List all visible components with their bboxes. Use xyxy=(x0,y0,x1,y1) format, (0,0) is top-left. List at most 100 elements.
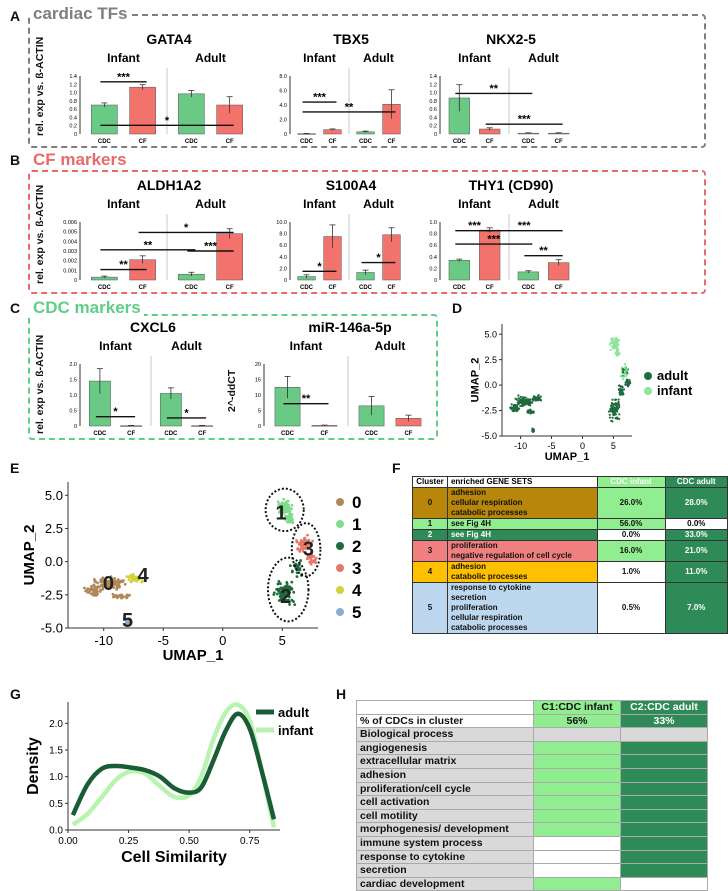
data-point xyxy=(296,547,300,551)
x-tick-label: -5 xyxy=(548,441,556,451)
data-point xyxy=(129,575,133,579)
gene-set-cell: adhesion xyxy=(446,561,598,572)
cdc-adult-cell: 33.0% xyxy=(664,529,728,541)
table-header-cell: enriched GENE SETS xyxy=(446,476,598,488)
data-point xyxy=(115,587,119,591)
data-point xyxy=(539,395,542,398)
significance-label: *** xyxy=(204,241,218,253)
bar xyxy=(448,260,470,281)
table-row: response to cytokine xyxy=(356,849,708,865)
table-header-row: C1:CDC infant C2:CDC adult xyxy=(356,700,708,715)
yaxis-label-a: rel. exp vs. ß-ACTIN xyxy=(34,36,46,136)
y-tick-label: 0.4 xyxy=(69,115,77,121)
legend-marker xyxy=(336,498,344,506)
pct-value-cell: 33% xyxy=(620,713,708,729)
data-point xyxy=(118,579,122,583)
cluster-number-label: 3 xyxy=(303,538,314,560)
data-point xyxy=(614,341,617,345)
legend-label: adult xyxy=(657,368,689,383)
data-point xyxy=(112,586,116,590)
cdc-infant-cell: 0.5% xyxy=(596,582,666,634)
bar-chart-thy1: THY1 (CD90) Infant Adult 0 0.2 0.4 0.6 0.8 1.0 CD… xyxy=(412,176,582,294)
x-tick-label: CF xyxy=(486,285,494,291)
table-row: cardiac development xyxy=(356,876,708,891)
legend-label: 3 xyxy=(352,559,361,578)
significance-label: *** xyxy=(117,71,131,83)
process-adult-cell xyxy=(620,876,708,891)
process-label-cell: angiogenesis xyxy=(356,740,534,756)
panel-label-a: A xyxy=(10,8,21,24)
significance-label: ** xyxy=(539,245,548,257)
process-infant-cell xyxy=(533,822,621,837)
x-tick-label: CDC xyxy=(185,285,199,291)
data-point xyxy=(531,398,534,401)
data-point xyxy=(276,505,280,509)
y-tick-label: 0.6 xyxy=(429,107,437,113)
x-tick-label: 0.00 xyxy=(58,836,78,847)
data-point xyxy=(628,378,631,382)
significance-label: ** xyxy=(345,101,354,113)
bar-chart-svg: CXCL6 Infant Adult 0 0.5 1.0 1.5 2.0 CDC CF CDC CF *… xyxy=(69,319,214,437)
y-tick-label: 0 xyxy=(284,132,287,138)
legend-marker xyxy=(336,586,344,594)
x-tick-label: CDC xyxy=(359,139,373,145)
y-tick-label: 0.6 xyxy=(429,243,437,249)
table-row: 1 see Fig 4H 56.0% 0.0% xyxy=(412,518,728,530)
significance-label: ** xyxy=(144,239,153,251)
table-row: morphogenesis/ development xyxy=(356,822,708,837)
data-point xyxy=(519,404,522,408)
data-point xyxy=(123,617,127,621)
process-infant-cell xyxy=(533,808,621,824)
legend-label: infant xyxy=(278,723,314,738)
data-point xyxy=(622,392,625,396)
data-point xyxy=(276,500,280,504)
data-point xyxy=(292,590,296,594)
bar-chart-svg: miR-146a-5p Infant Adult 0 5 10 15 20 CDC CF CDC CF… xyxy=(255,319,422,437)
data-point xyxy=(124,595,128,599)
data-point xyxy=(515,410,518,413)
data-point xyxy=(295,575,299,579)
data-point xyxy=(510,407,513,411)
data-point xyxy=(283,598,287,602)
panel-label-f: F xyxy=(392,460,401,476)
cluster-number-label: 0 xyxy=(103,573,114,595)
data-point xyxy=(515,403,519,407)
cluster-outline xyxy=(264,487,305,533)
data-point xyxy=(308,553,312,556)
table-row: adhesion xyxy=(356,767,708,783)
section-cdc-markers-title: CDC markers xyxy=(30,298,144,318)
data-point xyxy=(291,521,295,525)
data-point xyxy=(288,603,291,606)
data-point xyxy=(98,590,102,593)
y-tick-label: 4.0 xyxy=(279,255,287,261)
y-tick-label: 1.5 xyxy=(49,746,63,757)
cluster-cell: 0 xyxy=(412,487,448,519)
process-adult-cell xyxy=(620,822,708,837)
data-point xyxy=(110,577,114,581)
data-point xyxy=(615,348,619,351)
table-row: secretion xyxy=(413,593,728,603)
group-label-adult: Adult xyxy=(363,51,394,65)
bar-chart-s100a4: S100A4 Infant Adult 0 2.0 4.0 6.0 8.0 10.0 CDC CF C… xyxy=(262,176,412,294)
cdc-infant-cell: 1.0% xyxy=(596,561,666,583)
data-point xyxy=(623,374,627,377)
y-tick-label: 1.4 xyxy=(69,74,77,80)
table-row: secretion xyxy=(356,863,708,878)
section-cdc-markers-box xyxy=(28,314,438,440)
bar xyxy=(274,387,301,427)
y-tick-label: 0.8 xyxy=(429,232,437,238)
y-tick-label: -5.0 xyxy=(41,621,63,636)
data-point xyxy=(303,538,307,542)
data-point xyxy=(125,575,129,579)
y-axis-label: Density xyxy=(25,737,42,795)
y-tick-label: 2.5 xyxy=(45,521,63,536)
data-point xyxy=(615,405,619,408)
data-point xyxy=(286,499,290,503)
data-point xyxy=(82,586,86,590)
legend-marker xyxy=(644,387,652,395)
data-point xyxy=(276,587,279,591)
legend-marker xyxy=(336,542,344,550)
data-point xyxy=(518,400,521,403)
data-point xyxy=(301,549,305,553)
